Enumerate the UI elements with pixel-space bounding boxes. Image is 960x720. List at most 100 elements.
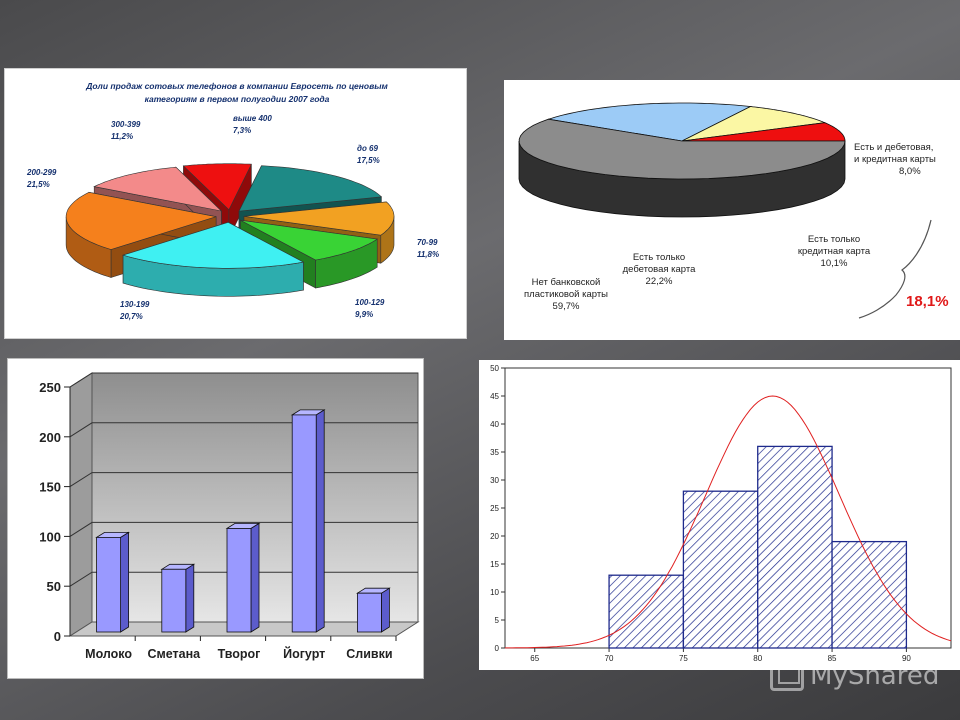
- slice-label-value: 11,8%: [417, 250, 439, 259]
- y-tick-label: 45: [490, 392, 499, 401]
- normal-curve: [505, 395, 952, 649]
- slice-label-line: 59,7%: [553, 301, 580, 312]
- x-tick-label: Сливки: [346, 647, 392, 661]
- bar-side: [120, 531, 129, 633]
- slice-label-value: 11,2%: [111, 132, 133, 141]
- pie-labels: до 69 17,5% 70-99 11,8% 100-129 9,9% 130-199 20…: [26, 114, 439, 321]
- bar-Сливки: [356, 587, 391, 633]
- watermark-text: MyShared: [810, 661, 940, 691]
- pie-chart-bank-cards: Есть и дебетовая, и кредитная карты 8,0% Ес…: [504, 80, 960, 340]
- y-tick-label: 30: [490, 476, 499, 485]
- bar-front: [96, 537, 121, 633]
- x-tick-label: Йогурт: [283, 646, 325, 661]
- pie-slice: [681, 106, 827, 142]
- bar-Йогурт: [290, 409, 326, 633]
- y-tick-label: 15: [490, 560, 499, 569]
- y-tick-label: 150: [39, 480, 61, 495]
- slice-label-name: до 69: [357, 144, 379, 153]
- bar-Сметана: [160, 563, 196, 633]
- histogram-bar: [831, 540, 908, 649]
- x-tick-label: 65: [530, 654, 539, 663]
- slice-top-face: [65, 191, 217, 250]
- bar-Молоко: [95, 531, 130, 633]
- histogram-bar: [682, 490, 759, 649]
- slice-top-face: [238, 165, 383, 212]
- pie-slice-130-199: [122, 221, 305, 297]
- histogram-bar: [757, 445, 833, 649]
- slice-label-name: выше 400: [233, 114, 272, 123]
- slice-top-face: [518, 118, 846, 180]
- bracket-curve: [858, 219, 932, 319]
- x-tick-label: 85: [828, 654, 837, 663]
- slice-top-face: [548, 102, 752, 142]
- slice-label-value: 9,9%: [355, 310, 373, 319]
- y-tick-label: 5: [495, 616, 500, 625]
- side-wall: [69, 372, 93, 637]
- slice-label-line: Есть и дебетовая,: [854, 142, 933, 153]
- x-tick-label: 70: [605, 654, 614, 663]
- share-logo-icon: [770, 661, 804, 691]
- y-tick-label: 250: [39, 380, 61, 395]
- slice-top-face: [122, 221, 305, 269]
- slice-label-value: 17,5%: [357, 156, 380, 165]
- slice-label-line: 10,1%: [821, 258, 848, 269]
- bar-side: [185, 563, 195, 633]
- bracket-total-label: 18,1%: [906, 293, 949, 310]
- slice-label-line: Нет банковской: [532, 277, 601, 288]
- bar-side: [380, 587, 390, 633]
- histogram-svg: 0 5 10 15 20 25 30 35 40 45 50 65 70 75 80 85 90: [490, 364, 952, 663]
- pie-slice: [681, 122, 846, 142]
- slice-label-line: 8,0%: [899, 166, 921, 177]
- slice-label-name: 70-99: [417, 238, 438, 247]
- slice-top-face: [182, 163, 252, 211]
- x-tick-label: Молоко: [85, 647, 132, 661]
- y-tick-label: 10: [490, 588, 499, 597]
- slice-label-line: и кредитная карты: [854, 154, 936, 165]
- y-tick-label: 20: [490, 532, 499, 541]
- slice-label-line: Есть только: [633, 252, 685, 263]
- slice-label-value: 20,7%: [119, 312, 143, 321]
- y-tick-label: 25: [490, 504, 499, 513]
- bar-front: [226, 528, 252, 633]
- y-tick-label: 50: [47, 579, 61, 594]
- slice-label-name: 100-129: [355, 298, 385, 307]
- slice-label-name: 130-199: [120, 300, 150, 309]
- bar-Творог: [225, 522, 261, 633]
- slice-label-value: 21,5%: [26, 180, 50, 189]
- pie-chart-3d-svg: Доли продаж сотовых телефонов в компании…: [26, 81, 439, 321]
- y-tick-label: 50: [490, 364, 499, 373]
- y-tick-label: 35: [490, 448, 499, 457]
- histogram-bar: [608, 574, 685, 649]
- x-tick-label: 90: [902, 654, 911, 663]
- x-tick-label: 80: [753, 654, 762, 663]
- y-tick-label: 0: [495, 644, 500, 653]
- slice-top-face: [681, 106, 827, 142]
- pie-slice: [518, 118, 846, 218]
- slice-label-value: 7,3%: [233, 126, 251, 135]
- y-tick-label: 40: [490, 420, 499, 429]
- slice-label-line: дебетовая карта: [623, 264, 697, 275]
- bar-side: [250, 522, 260, 633]
- bar-front: [161, 568, 187, 633]
- x-tick-label: Сметана: [147, 647, 201, 661]
- slice-label-name: 300-399: [111, 120, 141, 129]
- pie-slices: [65, 163, 395, 297]
- bar-chart-dairy: 0 50 100 150 200 250 Молоко Сметана Творог Йогурт…: [7, 358, 424, 679]
- slice-label-line: Есть только: [808, 234, 860, 245]
- bar-front: [291, 414, 317, 633]
- y-tick-label: 0: [54, 629, 61, 644]
- chart-title-line-2: категориям в первом полугодии 2007 года: [145, 94, 330, 104]
- slice-label-line: кредитная карта: [798, 246, 871, 257]
- x-tick-label: Творог: [218, 647, 261, 661]
- pie-slices: [518, 102, 846, 218]
- histogram-chart: 0 5 10 15 20 25 30 35 40 45 50 65 70 75 80 85 90: [479, 360, 960, 670]
- slice-top-face: [93, 166, 223, 212]
- slice-label-line: 22,2%: [646, 276, 673, 287]
- gridline: [69, 372, 418, 388]
- slice-label-name: 200-299: [26, 168, 57, 177]
- pie-slice: [548, 102, 752, 142]
- x-tick-label: 75: [679, 654, 688, 663]
- bar-chart-3d-svg: 0 50 100 150 200 250 Молоко Сметана Творог Йогурт…: [39, 372, 420, 661]
